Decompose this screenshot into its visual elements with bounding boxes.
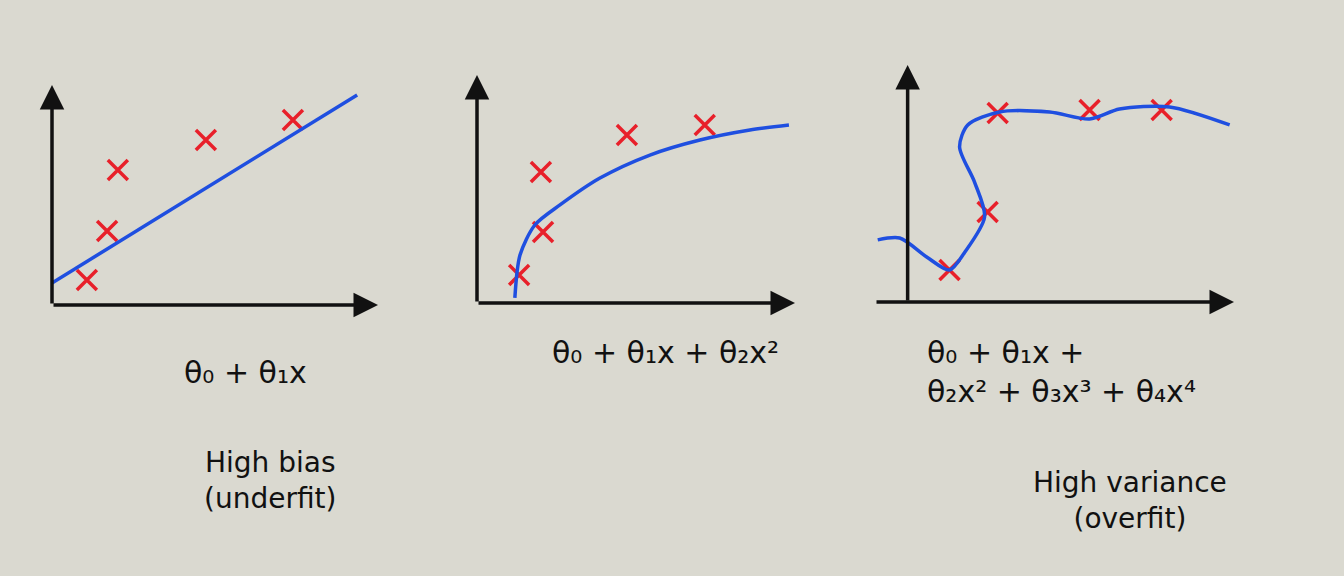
svg-text:High variance(overfit): High variance(overfit) bbox=[1033, 466, 1227, 535]
svg-text:θ₀ + θ₁x +θ₂x² + θ₃x³ + θ₄x⁴: θ₀ + θ₁x +θ₂x² + θ₃x³ + θ₄x⁴ bbox=[927, 335, 1196, 409]
svg-text:High bias(underfit): High bias(underfit) bbox=[204, 446, 336, 515]
svg-text:θ₀ + θ₁x: θ₀ + θ₁x bbox=[184, 355, 307, 390]
svg-text:θ₀ + θ₁x + θ₂x²: θ₀ + θ₁x + θ₂x² bbox=[552, 335, 779, 370]
